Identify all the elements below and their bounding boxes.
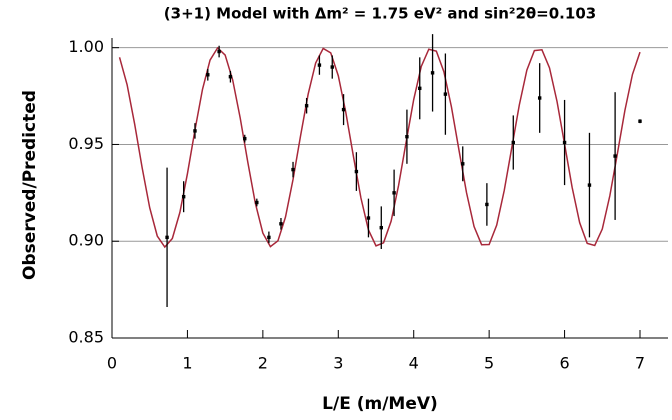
data-point	[165, 235, 169, 240]
data-point	[379, 225, 383, 230]
data-point	[267, 235, 271, 240]
data-point	[405, 135, 409, 139]
y-tick-label: 1.00	[68, 37, 104, 56]
x-tick-label: 6	[559, 354, 569, 373]
data-point	[537, 96, 542, 100]
data-point	[485, 202, 489, 207]
data-point	[587, 183, 592, 187]
data-point	[613, 154, 617, 158]
data-point	[193, 129, 197, 133]
data-point	[228, 75, 233, 79]
data-point	[562, 140, 567, 145]
data-point	[418, 86, 422, 91]
x-axis-label: L/E (m/MeV)	[322, 394, 438, 414]
data-point	[392, 191, 396, 195]
data-point	[330, 65, 334, 69]
x-tick-label: 3	[333, 354, 343, 373]
data-point	[291, 167, 295, 172]
data-point	[638, 119, 642, 123]
data-point	[279, 222, 283, 226]
data-point	[317, 63, 322, 67]
data-point	[354, 169, 359, 174]
x-tick-label: 0	[107, 354, 117, 373]
x-tick-label: 4	[409, 354, 419, 373]
x-tick-label: 7	[635, 354, 645, 373]
x-tick-label: 5	[484, 354, 494, 373]
data-point	[255, 200, 259, 205]
data-point	[366, 216, 371, 220]
data-point	[181, 195, 186, 199]
data-point	[430, 71, 435, 75]
data-point	[206, 73, 210, 77]
chart-title: (3+1) Model with Δm² = 1.75 eV² and sin²…	[164, 5, 596, 23]
data-point	[511, 140, 515, 145]
data-point	[341, 107, 346, 112]
y-tick-label: 0.85	[68, 328, 104, 347]
y-axis-label: Observed/Predicted	[20, 90, 40, 280]
data-point	[304, 104, 309, 108]
data-point	[217, 49, 221, 54]
x-tick-label: 2	[258, 354, 268, 373]
data-point	[243, 136, 247, 141]
x-tick-label: 1	[182, 354, 192, 373]
y-tick-label: 0.95	[68, 134, 104, 153]
data-point	[443, 92, 448, 96]
data-point	[461, 162, 465, 166]
model-curve	[118, 46, 641, 249]
y-tick-label: 0.90	[68, 231, 104, 250]
